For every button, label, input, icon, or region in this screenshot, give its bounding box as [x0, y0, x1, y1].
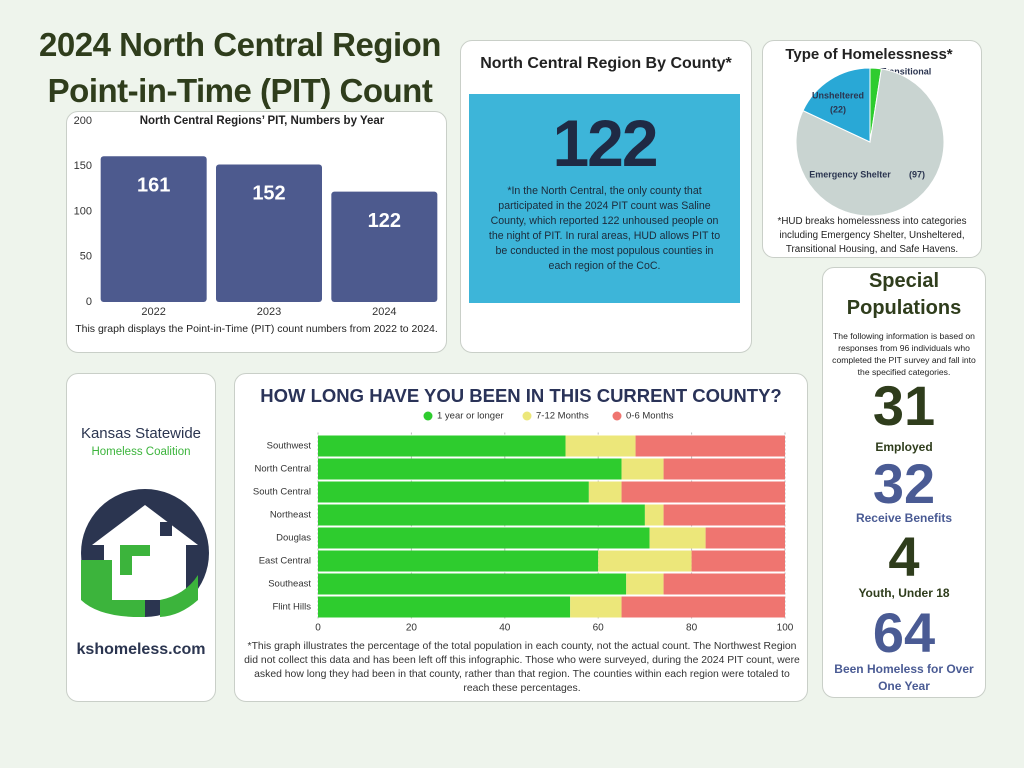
- bar-segment: [644, 504, 664, 526]
- slice-label: Transitional: [881, 66, 932, 76]
- special-number: 4: [888, 525, 920, 588]
- bar-segment: [598, 550, 692, 572]
- special-label: Receive Benefits: [855, 511, 953, 525]
- x-tick-label: 0: [315, 623, 321, 634]
- bar-segment: [588, 481, 622, 503]
- x-tick-label: 20: [406, 623, 418, 634]
- bar-segment: [635, 435, 785, 457]
- slice-label: Emergency Shelter: [809, 169, 891, 179]
- bar-segment: [691, 550, 785, 572]
- chart-title: North Central Regions’ PIT, Numbers by Y…: [140, 115, 385, 127]
- special-panel: [822, 267, 986, 698]
- bar-segment: [663, 458, 785, 480]
- y-tick-label: Douglas: [276, 533, 311, 544]
- legend-swatch: [612, 411, 622, 421]
- bar-segment: [318, 596, 571, 618]
- main-title: 2024 North Central Region Point-in-Time …: [10, 22, 470, 114]
- bar-segment: [318, 550, 599, 572]
- bar-segment: [318, 527, 650, 549]
- x-tick-label: 80: [686, 623, 698, 634]
- logo-text: Homeless Coalition: [91, 446, 191, 458]
- y-tick-label: Southwest: [267, 441, 312, 452]
- x-tick-label: 2024: [372, 306, 396, 318]
- special-label: Employed: [875, 440, 933, 454]
- stack-note: *This graph illustrates the percentage o…: [244, 641, 800, 694]
- bar-segment: [318, 573, 627, 595]
- y-tick-label: South Central: [253, 487, 311, 498]
- y-tick-label: 100: [74, 205, 92, 217]
- bar: [216, 164, 322, 302]
- y-tick-label: North Central: [255, 464, 312, 475]
- bar-segment: [318, 435, 566, 457]
- x-tick-label: 2023: [257, 306, 281, 318]
- y-tick-label: 50: [80, 251, 92, 263]
- x-tick-label: 2022: [141, 306, 165, 318]
- y-tick-label: 150: [74, 160, 92, 172]
- y-tick-label: 200: [74, 115, 92, 127]
- county-note: *In the North Central, the only county t…: [488, 185, 721, 272]
- value-label: 161: [137, 175, 170, 197]
- legend-label: 1 year or longer: [437, 411, 504, 422]
- bar-segment: [621, 596, 785, 618]
- legend-swatch: [423, 411, 433, 421]
- bar-segment: [621, 481, 785, 503]
- bar-segment: [565, 435, 636, 457]
- y-tick-label: Southeast: [268, 579, 311, 590]
- bar-segment: [318, 504, 645, 526]
- special-label: Youth, Under 18: [858, 586, 950, 600]
- title-line: Point-in-Time (PIT) Count: [47, 72, 433, 109]
- bar-segment: [318, 458, 622, 480]
- chart-title: Type of Homelessness*: [785, 46, 952, 63]
- logo-url: kshomeless.com: [76, 641, 206, 658]
- legend-label: 0-6 Months: [626, 411, 674, 422]
- county-box: [469, 94, 740, 303]
- x-tick-label: 40: [499, 623, 511, 634]
- logo-icon: [81, 489, 209, 618]
- value-label: 152: [252, 183, 285, 205]
- special-label: Been Homeless for Over One Year: [834, 662, 974, 693]
- bar-segment: [705, 527, 785, 549]
- bar-segment: [663, 504, 785, 526]
- pie-note: *HUD breaks homelessness into categories…: [777, 216, 967, 255]
- special-number: 32: [872, 452, 936, 515]
- slice-label: Unsheltered: [812, 90, 864, 100]
- county-number: 122: [552, 106, 658, 180]
- county-title: North Central Region By County*: [480, 55, 732, 72]
- bar-segment: [649, 527, 706, 549]
- bar-segment: [626, 573, 664, 595]
- bar-caption: This graph displays the Point-in-Time (P…: [75, 323, 438, 335]
- y-tick-label: East Central: [259, 556, 311, 567]
- bar-segment: [318, 481, 589, 503]
- x-tick-label: 100: [777, 623, 794, 634]
- bar: [100, 156, 207, 302]
- legend-swatch: [522, 411, 532, 421]
- logo-text: Kansas Statewide: [80, 425, 202, 442]
- legend-label: 7-12 Months: [536, 411, 589, 422]
- bar-segment: [570, 596, 622, 618]
- bar-segment: [621, 458, 664, 480]
- special-number: 31: [872, 374, 936, 437]
- special-intro: The following information is based on re…: [832, 331, 976, 377]
- value-label: 122: [368, 210, 401, 232]
- y-tick-label: Northeast: [270, 510, 312, 521]
- bar-segment: [663, 573, 785, 595]
- chart-title: HOW LONG HAVE YOU BEEN IN THIS CURRENT C…: [260, 385, 781, 406]
- title-line: 2024 North Central Region: [39, 26, 441, 63]
- slice-value-label: (22): [830, 104, 846, 114]
- bar: [331, 191, 438, 302]
- y-tick-label: Flint Hills: [272, 602, 311, 613]
- y-tick-label: 0: [86, 296, 92, 308]
- pie-slice: [802, 67, 871, 143]
- special-number: 64: [872, 601, 936, 664]
- special-title: Special Populations: [846, 270, 962, 319]
- slice-value-label: (97): [909, 169, 925, 179]
- x-tick-label: 60: [593, 623, 605, 634]
